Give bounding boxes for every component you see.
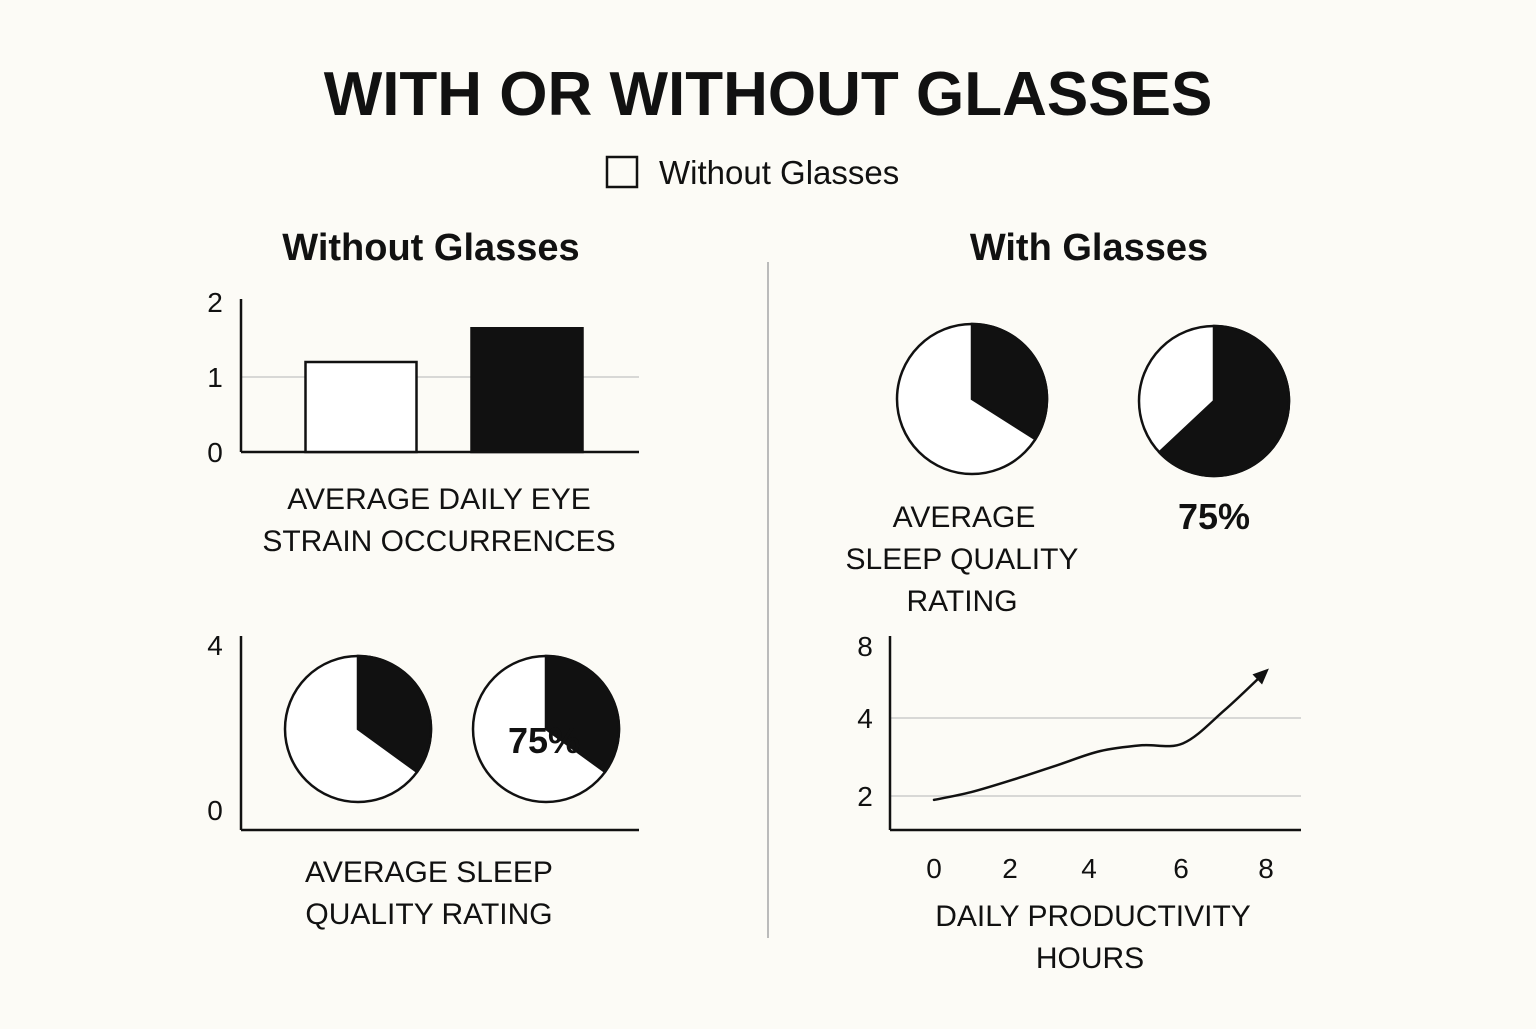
sleep-without-caption-line-1: AVERAGE SLEEP [305, 856, 553, 889]
productivity-x-tick-label: 0 [926, 853, 942, 884]
eye-strain-bars [304, 327, 584, 454]
eye-strain-y-tick-label: 2 [207, 287, 223, 318]
productivity-arrow-head [1252, 668, 1269, 685]
eye-strain-y-tick-label: 1 [207, 362, 223, 393]
eye-strain-y-ticks: 0 1 2 [207, 287, 223, 468]
sleep-without-caption-line-2: QUALITY RATING [305, 898, 552, 931]
page-title: WITH OR WITHOUT GLASSES [324, 60, 1213, 129]
sleep-without-pie-1-slice [356, 654, 433, 774]
sleep-without-chart: 4 0 75% AVERAGE SLEEP QUALITY RATING [207, 630, 639, 931]
sleep-without-pie-2-slice [544, 654, 621, 774]
eye-strain-bar-1 [304, 360, 418, 454]
productivity-chart: 2 4 8 0 2 4 6 8 DAILY PRODUCTIVITY HOURS [857, 631, 1301, 975]
productivity-y-tick-label: 4 [857, 703, 873, 734]
productivity-caption-line-2: HOURS [1036, 942, 1144, 975]
productivity-x-ticks: 0 2 4 6 8 [926, 853, 1274, 884]
sleep-with-pie-1-slice [970, 322, 1049, 441]
productivity-x-tick-label: 8 [1258, 853, 1274, 884]
sleep-with-caption-line-2: SLEEP QUALITY [846, 543, 1079, 576]
eye-strain-caption-line-1: AVERAGE DAILY EYE [287, 483, 590, 516]
productivity-series-line [932, 669, 1268, 802]
sleep-with-pie-2-slice [1157, 324, 1291, 478]
sleep-with-pies [895, 322, 1291, 478]
sleep-with-pie-2-label: 75% [1178, 496, 1250, 537]
panel-title-with-glasses: With Glasses [970, 227, 1208, 269]
productivity-y-tick-label: 2 [857, 781, 873, 812]
eye-strain-chart: 0 1 2 AVERAGE DAILY EYE STRAIN OCCURRENCES [207, 287, 639, 558]
eye-strain-y-tick-label: 0 [207, 437, 223, 468]
sleep-without-y-tick-top: 4 [207, 630, 223, 661]
productivity-gridlines [890, 717, 1301, 797]
legend-label: Without Glasses [659, 154, 899, 191]
productivity-caption-line-1: DAILY PRODUCTIVITY [935, 900, 1251, 933]
sleep-with-caption-line-3: RATING [906, 585, 1017, 618]
productivity-y-tick-label: 8 [857, 631, 873, 662]
productivity-x-tick-label: 6 [1173, 853, 1189, 884]
sleep-without-pie-2-label: 75% [508, 720, 580, 761]
sleep-with-chart: 75% AVERAGE SLEEP QUALITY RATING [846, 322, 1291, 618]
sleep-without-y-tick-bottom: 0 [207, 795, 223, 826]
sleep-with-caption-line-1: AVERAGE [893, 501, 1036, 534]
sleep-without-pies [283, 654, 621, 804]
legend-swatch-without-glasses [605, 155, 639, 189]
productivity-x-tick-label: 4 [1081, 853, 1097, 884]
productivity-y-ticks: 2 4 8 [857, 631, 873, 812]
eye-strain-caption-line-2: STRAIN OCCURRENCES [262, 525, 615, 558]
panel-title-without-glasses: Without Glasses [282, 227, 579, 269]
productivity-x-tick-label: 2 [1002, 853, 1018, 884]
eye-strain-bar-2 [470, 327, 584, 454]
